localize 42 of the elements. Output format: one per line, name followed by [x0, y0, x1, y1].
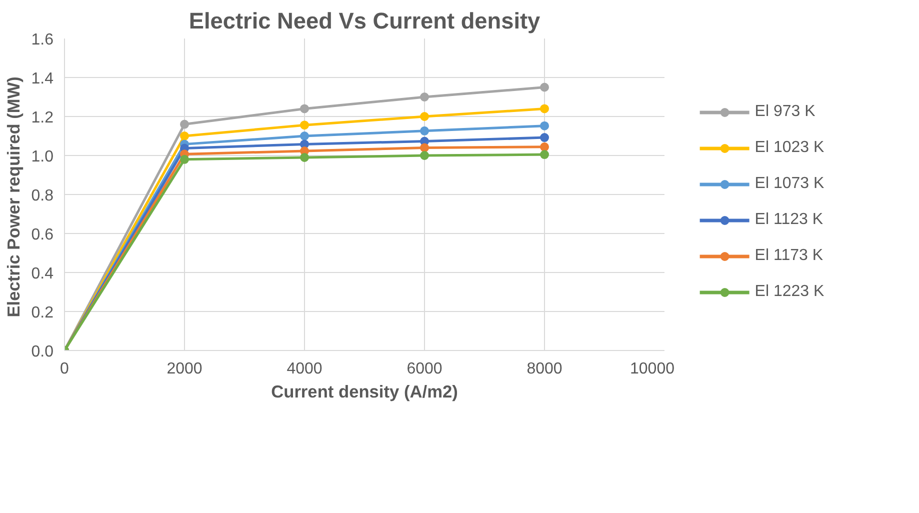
point: [420, 126, 429, 136]
x-tick-label: 0: [60, 360, 70, 378]
y-tick-label: 0.8: [31, 188, 54, 204]
point: [540, 82, 549, 92]
point: [540, 142, 549, 152]
y-tick-label: 1.0: [31, 148, 54, 166]
legend-label: El 1173 K: [754, 247, 824, 265]
point: [300, 132, 309, 140]
point: [180, 132, 189, 140]
y-tick-label: 0.6: [31, 226, 54, 244]
y-tick-label: 0.4: [31, 266, 54, 282]
point: [420, 112, 429, 121]
point: [300, 120, 309, 130]
point: [420, 143, 429, 152]
x-tick-label: 10000: [630, 360, 675, 378]
legend-label: El 1223 K: [754, 283, 824, 301]
point: [420, 92, 429, 102]
y-tick-label: 1.6: [31, 32, 54, 48]
y-tick-label: 1.4: [31, 70, 54, 88]
point: [540, 150, 549, 160]
chart-title: Electric Need Vs Current density: [188, 8, 541, 34]
point: [540, 104, 549, 114]
point: [540, 133, 549, 142]
point: [180, 154, 189, 164]
point: [420, 151, 429, 160]
x-tick-label: 8000: [526, 360, 562, 378]
legend-label: El 973 K: [754, 103, 816, 121]
y-tick-label: 0.2: [31, 304, 54, 322]
legend-label: El 1023 K: [754, 139, 824, 157]
x-tick-label: 6000: [406, 360, 442, 378]
y-axis-title: Electric Power required (MW): [3, 76, 24, 318]
y-tick-label: 1.2: [31, 110, 54, 126]
point: [540, 121, 549, 130]
y-tick-label: 0.0: [31, 344, 54, 360]
x-tick-label: 2000: [166, 360, 202, 378]
legend-label: El 1073 K: [754, 175, 824, 193]
legend-label: El 1123 K: [754, 211, 824, 229]
point: [180, 120, 189, 129]
x-tick-label: 4000: [286, 360, 322, 378]
point: [300, 152, 309, 162]
x-axis-title: Current density (A/m2): [271, 382, 458, 402]
point: [300, 104, 309, 114]
